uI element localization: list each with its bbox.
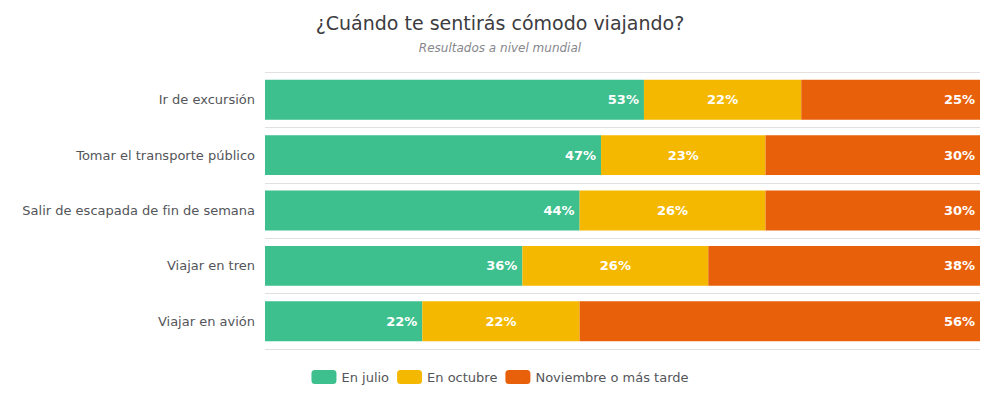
svg-text:En octubre: En octubre: [427, 370, 497, 385]
svg-text:Salir de escapada de fin de se: Salir de escapada de fin de semana: [22, 203, 255, 218]
svg-text:56%: 56%: [944, 314, 975, 329]
svg-text:44%: 44%: [543, 203, 574, 218]
svg-text:25%: 25%: [944, 92, 975, 107]
svg-text:22%: 22%: [485, 314, 516, 329]
svg-text:26%: 26%: [657, 203, 688, 218]
svg-text:23%: 23%: [668, 148, 699, 163]
svg-text:Viajar en avión: Viajar en avión: [158, 314, 255, 329]
svg-text:38%: 38%: [944, 258, 975, 273]
svg-text:26%: 26%: [600, 258, 631, 273]
svg-text:Viajar en tren: Viajar en tren: [167, 258, 255, 273]
svg-text:Ir de excursión: Ir de excursión: [159, 92, 255, 107]
svg-text:30%: 30%: [944, 148, 975, 163]
svg-text:53%: 53%: [608, 92, 639, 107]
svg-text:22%: 22%: [707, 92, 738, 107]
svg-text:36%: 36%: [486, 258, 517, 273]
svg-text:Resultados a nivel mundial: Resultados a nivel mundial: [419, 41, 582, 55]
svg-text:Noviembre o más tarde: Noviembre o más tarde: [535, 370, 688, 385]
svg-text:¿Cuándo te sentirás cómodo via: ¿Cuándo te sentirás cómodo viajando?: [316, 12, 685, 34]
svg-text:En julio: En julio: [341, 370, 389, 385]
svg-text:30%: 30%: [944, 203, 975, 218]
svg-text:47%: 47%: [565, 148, 596, 163]
svg-text:22%: 22%: [386, 314, 417, 329]
svg-text:Tomar el transporte público: Tomar el transporte público: [75, 148, 255, 163]
